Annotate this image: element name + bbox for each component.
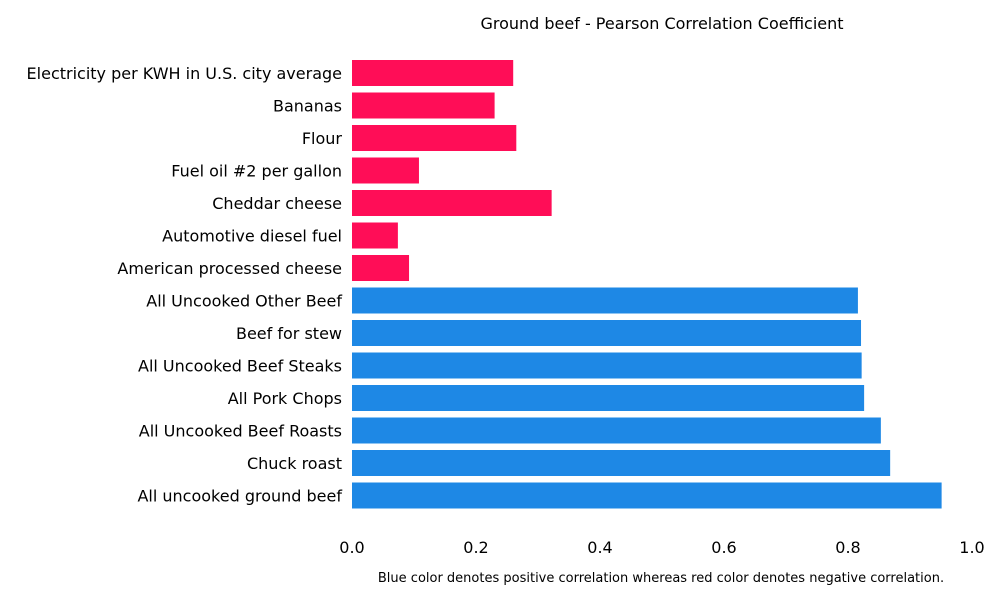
category-label: Automotive diesel fuel — [162, 227, 342, 246]
category-labels: Electricity per KWH in U.S. city average… — [27, 64, 343, 506]
bar — [352, 60, 514, 86]
category-label: Cheddar cheese — [212, 194, 342, 213]
chart-title: Ground beef - Pearson Correlation Coeffi… — [480, 14, 843, 33]
bar — [352, 157, 419, 184]
bar — [352, 482, 942, 509]
bar — [352, 222, 398, 249]
category-label: All Uncooked Beef Roasts — [139, 422, 342, 441]
category-label: American processed cheese — [117, 259, 342, 278]
category-label: Beef for stew — [236, 324, 342, 343]
category-label: All Uncooked Other Beef — [146, 292, 342, 311]
x-tick-label: 0.2 — [463, 538, 488, 557]
category-label: All uncooked ground beef — [137, 487, 342, 506]
bar — [352, 352, 862, 379]
category-label: Flour — [302, 129, 343, 148]
x-tick-label: 0.0 — [339, 538, 364, 557]
category-label: Electricity per KWH in U.S. city average — [27, 64, 342, 83]
chart-caption: Blue color denotes positive correlation … — [378, 571, 944, 586]
x-tick-label: 1.0 — [959, 538, 984, 557]
category-label: Fuel oil #2 per gallon — [171, 162, 342, 181]
bar — [352, 125, 517, 151]
bar — [352, 287, 858, 314]
x-axis-ticks: 0.0 0.2 0.4 0.6 0.8 1.0 — [339, 538, 984, 557]
x-tick-label: 0.4 — [587, 538, 612, 557]
bars-group — [352, 60, 942, 509]
bar — [352, 190, 552, 216]
bar — [352, 417, 881, 444]
bar — [352, 92, 495, 119]
bar — [352, 385, 865, 411]
category-label: All Pork Chops — [228, 389, 342, 408]
category-label: All Uncooked Beef Steaks — [138, 357, 342, 376]
category-label: Bananas — [273, 97, 342, 116]
x-tick-label: 0.8 — [835, 538, 860, 557]
bar — [352, 450, 891, 476]
bar — [352, 320, 862, 346]
x-tick-label: 0.6 — [711, 538, 736, 557]
bar — [352, 255, 410, 281]
category-label: Chuck roast — [247, 454, 342, 473]
